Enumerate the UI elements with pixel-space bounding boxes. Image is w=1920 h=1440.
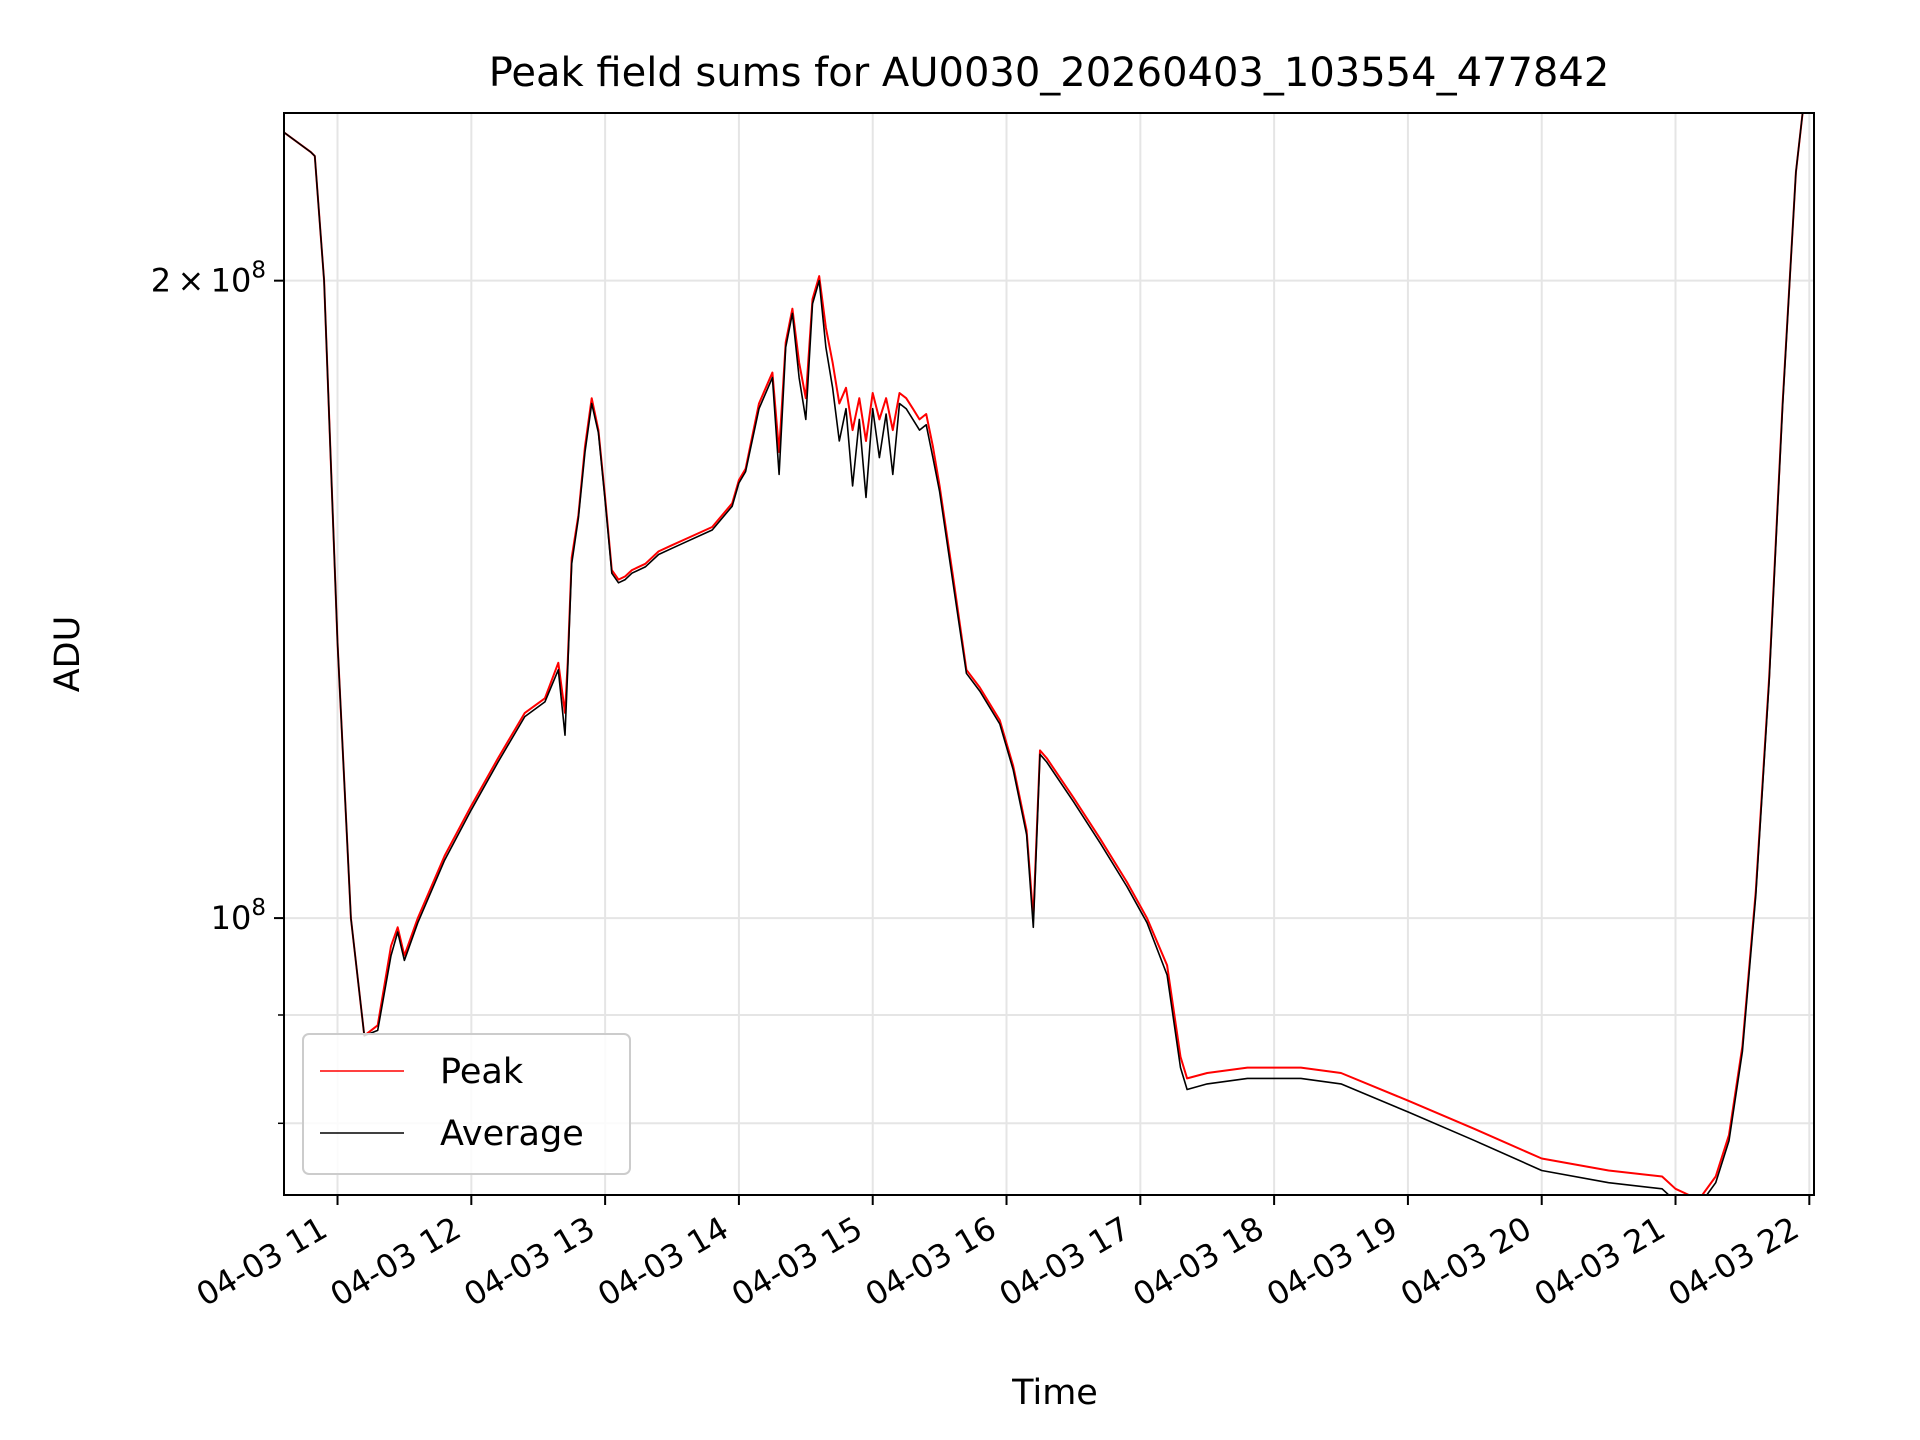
legend-box: [302, 1033, 631, 1175]
grid: [284, 113, 1814, 1195]
legend-label-peak: Peak: [440, 1052, 524, 1092]
y-axis-label: ADU: [48, 616, 88, 693]
series-layer: [284, 113, 1804, 1195]
y-axis: 2 × 108 108: [151, 258, 284, 1125]
chart-title: Peak field sums for AU0030_20260403_1035…: [489, 50, 1610, 96]
y-tick-label: 108: [211, 895, 266, 937]
y-tick-label: 2 × 108: [151, 258, 266, 300]
series-line-average: [284, 113, 1804, 1195]
x-axis-label: Time: [1011, 1373, 1098, 1413]
plot-frame: [283, 112, 1815, 1196]
series-line-peak: [284, 113, 1804, 1195]
legend-label-average: Average: [440, 1114, 584, 1154]
legend: Peak Average: [302, 1033, 631, 1175]
